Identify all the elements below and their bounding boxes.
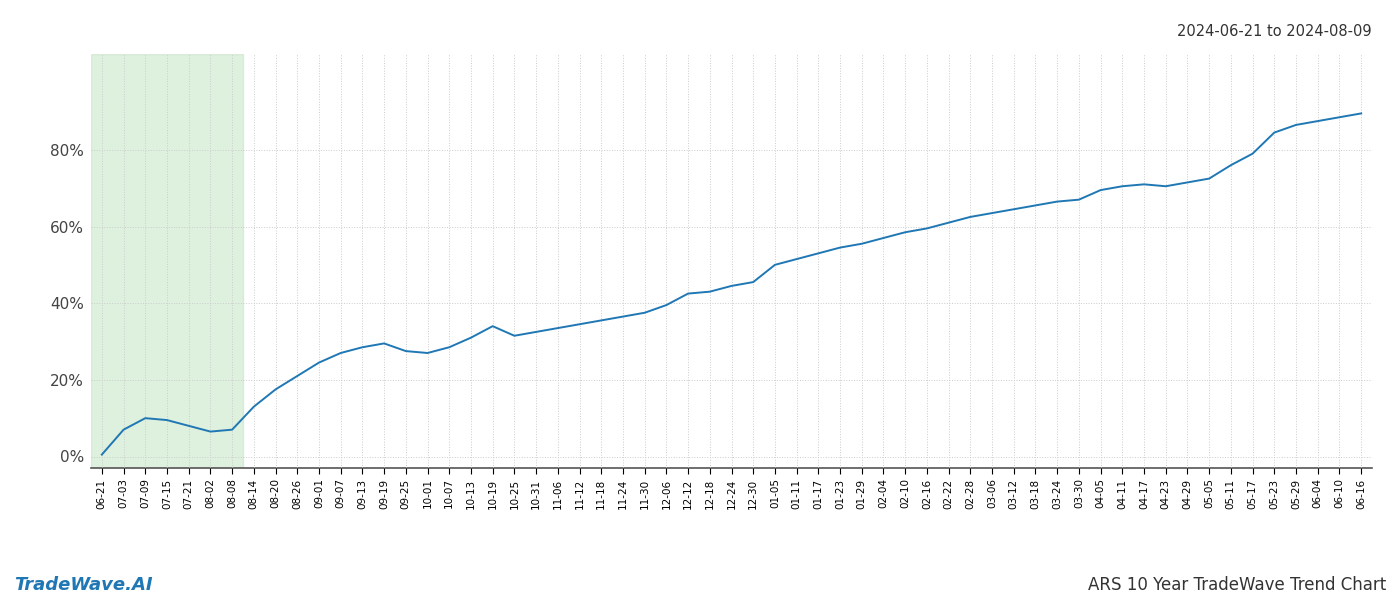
Text: 2024-06-21 to 2024-08-09: 2024-06-21 to 2024-08-09 — [1177, 24, 1372, 39]
Text: ARS 10 Year TradeWave Trend Chart: ARS 10 Year TradeWave Trend Chart — [1088, 576, 1386, 594]
Bar — [91, 54, 244, 468]
Text: TradeWave.AI: TradeWave.AI — [14, 576, 153, 594]
